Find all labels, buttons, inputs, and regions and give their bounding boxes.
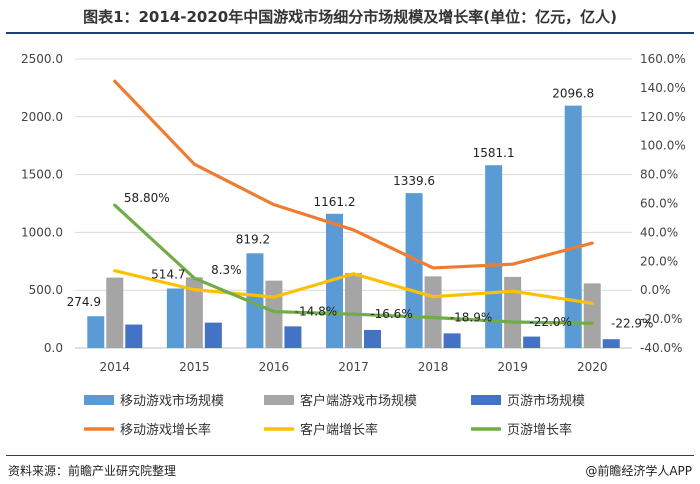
bar <box>284 326 302 348</box>
line-data-label: -22.0% <box>529 315 571 329</box>
legend-label: 页游增长率 <box>507 422 572 438</box>
right-axis-tick: -40.0% <box>640 341 682 355</box>
line-point <box>192 276 196 280</box>
line-point <box>192 162 196 166</box>
legend-label: 客户端增长率 <box>300 422 378 438</box>
line-point <box>192 288 196 292</box>
x-axis-tick: 2020 <box>577 360 608 374</box>
axis-ticks: 0.0 500.0 1000.0 1500.0 2000.0 2500.0 -40.0% -2… <box>21 52 686 374</box>
bar <box>265 280 283 348</box>
legend-label: 移动游戏市场规模 <box>120 393 224 409</box>
x-axis-tick: 2018 <box>418 360 449 374</box>
left-axis-tick: 1500.0 <box>21 168 63 182</box>
bar-data-label: 1161.2 <box>314 195 356 209</box>
bar <box>504 276 522 348</box>
left-axis-tick: 2500.0 <box>21 52 63 66</box>
right-axis-tick: -20.0% <box>640 312 682 326</box>
line-point <box>352 272 355 276</box>
right-axis-tick: 40.0% <box>640 225 678 239</box>
line-point <box>352 312 355 316</box>
line-point <box>431 295 435 299</box>
x-axis-tick: 2016 <box>259 360 290 374</box>
x-axis-tick: 2015 <box>179 360 210 374</box>
line-point <box>511 320 515 324</box>
line-data-label: -22.9% <box>611 316 653 330</box>
bar <box>87 316 105 348</box>
bar <box>204 322 222 348</box>
legend-label: 移动游戏增长率 <box>120 422 211 438</box>
line-data-label: -14.8% <box>295 305 337 319</box>
right-axis-tick: 60.0% <box>640 197 678 211</box>
bar <box>345 273 362 348</box>
legend-swatch-bar <box>84 395 114 405</box>
bar <box>443 333 461 348</box>
right-axis-tick: 140.0% <box>640 81 686 95</box>
bar <box>125 324 143 348</box>
right-axis-tick: 20.0% <box>640 254 678 268</box>
line-point <box>431 266 435 270</box>
left-axis-tick: 0.0 <box>44 341 63 355</box>
line-point <box>590 241 594 245</box>
bar <box>424 276 442 348</box>
left-axis-tick: 500.0 <box>29 283 63 297</box>
chart-title: 图表1：2014-2020年中国游戏市场细分市场规模及增长率(单位：亿元，亿人) <box>83 8 617 26</box>
bar <box>564 105 582 348</box>
line-point <box>272 203 276 207</box>
legend-label: 客户端游戏市场规模 <box>300 393 417 409</box>
source-note: 资料来源：前瞻产业研究院整理 <box>8 464 177 478</box>
bar-data-label: 1339.6 <box>393 174 435 188</box>
left-axis-tick: 1000.0 <box>21 225 63 239</box>
right-axis-tick: 120.0% <box>640 110 686 124</box>
right-axis-tick: 0.0% <box>640 283 671 297</box>
line-data-label: -16.6% <box>370 307 412 321</box>
bar-data-label: 514.7 <box>151 268 185 282</box>
bar <box>602 339 620 348</box>
right-axis-tick: 100.0% <box>640 139 686 153</box>
line-point <box>272 310 276 314</box>
bar-data-label: 819.2 <box>236 232 270 246</box>
left-axis-tick: 2000.0 <box>21 110 63 124</box>
brand-credit: @前瞻经济学人APP <box>585 464 692 478</box>
bar-data-label: 274.9 <box>67 295 101 309</box>
line-data-label: -18.9% <box>450 311 492 325</box>
line-data-label: 58.80% <box>124 191 170 205</box>
x-axis-tick: 2014 <box>100 360 131 374</box>
line-point <box>511 289 515 293</box>
bar <box>166 288 184 348</box>
right-axis-tick: 160.0% <box>640 52 686 66</box>
line-point <box>352 228 355 232</box>
bar <box>364 329 381 348</box>
bar <box>106 277 124 348</box>
bar-series-group <box>87 105 620 348</box>
right-axis-tick: 80.0% <box>640 168 678 182</box>
line-point <box>590 301 594 305</box>
data-labels: 274.9 514.7 819.2 1161.2 1339.6 1581.1 2096.8 5… <box>67 87 654 331</box>
bar <box>405 193 423 348</box>
bar-data-label: 1581.1 <box>473 146 515 160</box>
line-point <box>272 295 276 299</box>
bar <box>185 277 203 348</box>
bar <box>246 253 264 348</box>
bar-data-label: 2096.8 <box>552 87 594 101</box>
legend-swatch-bar <box>264 395 294 405</box>
bar <box>583 283 601 348</box>
bar <box>485 165 503 348</box>
line-point <box>511 262 515 266</box>
line-point <box>590 321 594 325</box>
legend-label: 页游市场规模 <box>507 393 585 409</box>
line-point <box>431 316 435 320</box>
line-point <box>113 79 117 83</box>
bar <box>523 336 541 348</box>
line-data-label: 8.3% <box>211 263 242 277</box>
legend-swatch-bar <box>471 395 501 405</box>
x-axis-tick: 2019 <box>497 360 528 374</box>
x-axis-tick: 2017 <box>338 360 369 374</box>
line-point <box>113 203 117 207</box>
line-point <box>113 269 117 273</box>
footer-divider <box>6 455 694 456</box>
line-series-group <box>113 79 594 325</box>
title-divider <box>6 32 694 34</box>
